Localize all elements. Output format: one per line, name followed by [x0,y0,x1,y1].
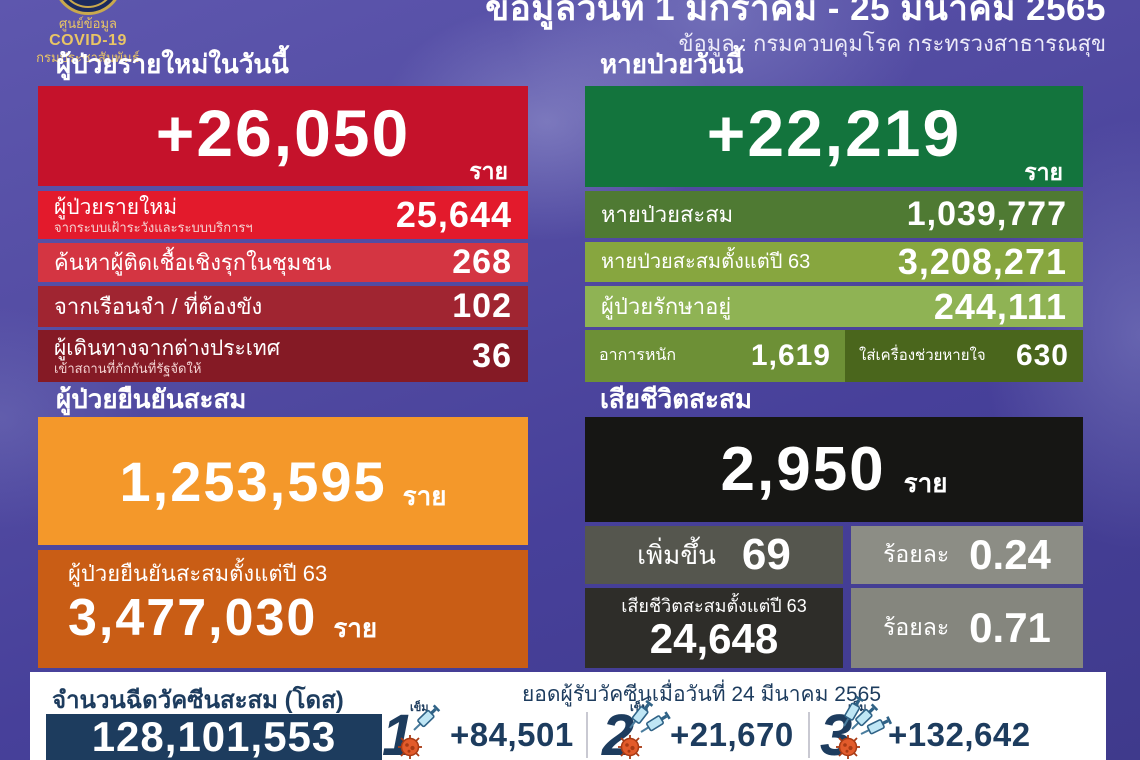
logo-line3: กรมประชาสัมพันธ์ [36,50,140,65]
deaths-unit: ราย [903,468,948,498]
row-value: 36 [472,336,512,375]
vaccine-panel: จำนวนฉีดวัคซีนสะสม (โดส) 128,101,553 ยอด… [30,672,1106,760]
dose-value: +132,642 [888,716,1031,753]
row-value: 244,111 [933,285,1067,327]
row-label: ผู้ป่วยรักษาอยู่ [601,293,732,319]
row-label: หายป่วยสะสมตั้งแต่ปี 63 [601,251,811,273]
severe-cell: อาการหนัก 1,619 [585,330,845,382]
cumulative-since-2020-box: ผู้ป่วยยืนยันสะสมตั้งแต่ปี 63 3,477,030 … [38,550,528,668]
garuda-emblem-icon [56,0,120,12]
deaths-percent-total-cell: ร้อยละ 0.71 [851,588,1083,668]
recovered-heading: หายป่วยวันนี้ [600,49,744,79]
ventilator-label: ใส่เครื่องช่วยหายใจ [859,347,986,364]
severe-label: อาการหนัก [599,347,677,364]
dose-value: +84,501 [450,716,574,753]
increase-value: 69 [741,530,791,579]
syringe-virus-icon [617,698,673,760]
ventilator-value: 630 [1015,339,1069,372]
row-value: 1,039,777 [906,195,1067,233]
row-value: 25,644 [395,194,512,235]
recovered-unit: ราย [1024,159,1063,185]
deaths-total-box: 2,950 ราย [585,417,1083,522]
row-sublabel: เข้าสถานที่กักกันที่รัฐจัดให้ [54,360,202,376]
new-cases-row-abroad: ผู้เดินทางจากต่างประเทศ เข้าสถานที่กักกั… [38,330,528,382]
needle-label: เข็ม [410,702,429,714]
since-2020-value: 3,477,030 [68,589,318,647]
severe-value: 1,619 [750,339,831,372]
deaths-since-2020-label: เสียชีวิตสะสมตั้งแต่ปี 63 [621,596,807,616]
row-value: 102 [452,287,512,325]
vertical-divider [808,712,810,758]
data-source-line: ข้อมูล : กรมควบคุมโรค กระทรวงสาธารณสุข [678,31,1106,56]
dose-value: +21,670 [670,716,794,753]
vaccine-dose-2: เข็ม 2 +21,670 [602,698,794,760]
vaccine-dose-1: เข็ม 1 +84,501 [382,698,574,760]
deaths-increase-cell: เพิ่มขึ้น 69 [585,526,843,584]
recovered-total: +22,219 [706,96,962,170]
new-cases-total-box: +26,050 ราย [38,86,528,186]
cumulative-unit: ราย [402,480,447,511]
recovered-row-in-treatment: ผู้ป่วยรักษาอยู่ 244,111 [585,286,1083,327]
deaths-percent-new-cell: ร้อยละ 0.24 [851,526,1083,584]
deaths-since-2020-cell: เสียชีวิตสะสมตั้งแต่ปี 63 24,648 [585,588,843,668]
vaccine-date-line: ยอดผู้รับวัคซีนเมื่อวันที่ 24 มีนาคม 256… [522,683,881,706]
percent-label: ร้อยละ [883,614,950,640]
since-2020-label: ผู้ป่วยยืนยันสะสมตั้งแต่ปี 63 [68,561,328,586]
row-sublabel: จากระบบเฝ้าระวังและระบบบริการฯ [54,219,253,235]
row-value: 3,208,271 [897,241,1067,282]
row-value: 268 [452,243,512,281]
ventilator-cell: ใส่เครื่องช่วยหายใจ 630 [845,330,1083,382]
row-label: หายป่วยสะสม [601,201,734,227]
syringe-virus-icon [397,703,442,760]
new-cases-row-prison: จากเรือนจำ / ที่ต้องขัง 102 [38,286,528,327]
recovered-row-cumulative: หายป่วยสะสม 1,039,777 [585,191,1083,238]
deaths-heading: เสียชีวิตสะสม [600,384,752,414]
deaths-total: 2,950 [720,435,886,504]
since-2020-unit: ราย [333,612,378,643]
row-label: จากเรือนจำ / ที่ต้องขัง [54,293,263,319]
new-cases-row-proactive: ค้นหาผู้ติดเชื้อเชิงรุกในชุมชน 268 [38,243,528,282]
row-label: ค้นหาผู้ติดเชื้อเชิงรุกในชุมชน [54,249,332,275]
recovered-total-box: +22,219 ราย [585,86,1083,187]
new-cases-unit: ราย [469,158,508,184]
percent-label: ร้อยละ [883,541,950,567]
deaths-since-2020-value: 24,648 [649,615,779,662]
logo-line2: COVID-19 [49,32,127,49]
vaccine-heading: จำนวนฉีดวัคซีนสะสม (โดส) [52,687,344,714]
prd-covid19-logo: ศูนย์ข้อมูล COVID-19 กรมประชาสัมพันธ์ [20,0,156,66]
report-header: ข้อมูลวันที่ 1 มกราคม - 25 มีนาคม 2565 ข… [346,0,1106,57]
percent-value: 0.71 [969,604,1051,651]
recovered-row-severe-ventilator: อาการหนัก 1,619 ใส่เครื่องช่วยหายใจ 630 [585,330,1083,382]
cumulative-total-box: 1,253,595 ราย [38,417,528,545]
new-cases-heading: ผู้ป่วยรายใหม่ในวันนี้ [56,49,289,79]
cumulative-total: 1,253,595 [119,449,387,513]
new-cases-row-surveillance: ผู้ป่วยรายใหม่ จากระบบเฝ้าระวังและระบบบร… [38,191,528,239]
logo-line1: ศูนย์ข้อมูล [59,16,117,31]
cumulative-heading: ผู้ป่วยยืนยันสะสม [56,384,247,414]
syringe-virus-icon [835,694,894,760]
percent-value: 0.24 [969,531,1051,578]
report-date-range: ข้อมูลวันที่ 1 มกราคม - 25 มีนาคม 2565 [485,0,1106,28]
new-cases-total: +26,050 [155,96,411,170]
row-label: ผู้เดินทางจากต่างประเทศ [54,336,281,360]
recovered-row-since-2020: หายป่วยสะสมตั้งแต่ปี 63 3,208,271 [585,241,1083,282]
vertical-divider [586,712,588,758]
row-label: ผู้ป่วยรายใหม่ [54,195,178,219]
vaccine-dose-3: เข็ม 3 +132,642 [820,694,1031,760]
vaccine-total-box: 128,101,553 [46,713,382,760]
increase-label: เพิ่มขึ้น [637,539,716,570]
